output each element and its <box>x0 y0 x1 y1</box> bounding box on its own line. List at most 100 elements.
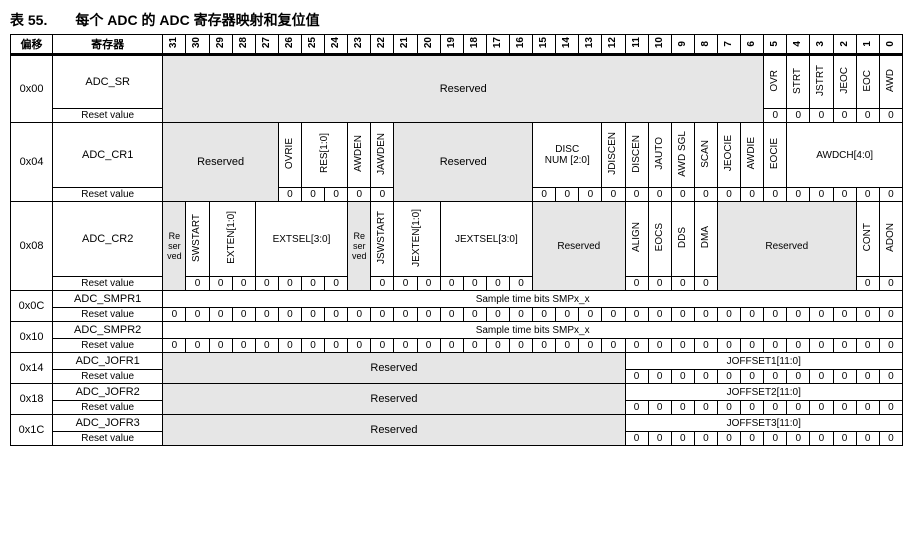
cr1-eocie: EOCIE <box>770 138 780 169</box>
bit-5: 5 <box>770 41 780 47</box>
row-sr: 0x00 ADC_SR Reserved OVR STRT JSTRT JEOC… <box>11 55 903 109</box>
bit-24: 24 <box>331 37 341 48</box>
cr2-rv4: 0 <box>278 277 301 291</box>
jofr2-rv10: 0 <box>856 401 879 415</box>
smpr1-rv6: 0 <box>301 308 324 322</box>
jofr2-rv9: 0 <box>833 401 856 415</box>
smpr2-rv24: 0 <box>717 339 740 353</box>
jofr3-rv10: 0 <box>856 432 879 446</box>
smpr1-rv10: 0 <box>394 308 417 322</box>
offset-sr: 0x00 <box>11 55 53 123</box>
hdr-offset: 偏移 <box>11 35 53 55</box>
row-smpr2-reset: Reset value 0000000000000000000000000000… <box>11 339 903 353</box>
smpr2-label: Sample time bits SMPx_x <box>163 322 903 339</box>
cr1-ovrie: OVRIE <box>285 138 295 169</box>
jofr2-rv1: 0 <box>648 401 671 415</box>
bit-29: 29 <box>216 37 226 48</box>
offset-jofr2: 0x18 <box>11 384 53 415</box>
smpr1-rv25: 0 <box>741 308 764 322</box>
cr2-rv12: 0 <box>486 277 509 291</box>
jofr1-rv10: 0 <box>856 370 879 384</box>
cr1-jauto: JAUTO <box>655 137 665 170</box>
smpr1-reset-label: Reset value <box>53 308 163 322</box>
jofr1-rv0: 0 <box>625 370 648 384</box>
jofr3-rv6: 0 <box>764 432 787 446</box>
cr2-jextsel: JEXTSEL[3:0] <box>440 202 532 277</box>
cr2-res3: Reserved <box>533 202 625 291</box>
cr1-discen: DISCEN <box>632 135 642 173</box>
jofr3-rv3: 0 <box>694 432 717 446</box>
smpr2-rv15: 0 <box>509 339 532 353</box>
jofr2-rv5: 0 <box>741 401 764 415</box>
smpr1-rv19: 0 <box>602 308 625 322</box>
smpr2-rv14: 0 <box>486 339 509 353</box>
smpr2-rv30: 0 <box>856 339 879 353</box>
reg-jofr3: ADC_JOFR3 <box>53 415 163 432</box>
smpr2-rv2: 0 <box>209 339 232 353</box>
row-cr1: 0x04 ADC_CR1 Reserved OVRIE RES[1:0] AWD… <box>11 123 903 188</box>
cr2-rv13: 0 <box>509 277 532 291</box>
cr2-rv10: 0 <box>440 277 463 291</box>
cr1-rv13: 0 <box>717 188 740 202</box>
jofr3-rv4: 0 <box>717 432 740 446</box>
smpr1-rv16: 0 <box>533 308 556 322</box>
cr2-eocs: EOCS <box>655 223 665 251</box>
smpr2-rv0: 0 <box>163 339 186 353</box>
sr-rv2: 0 <box>810 109 833 123</box>
offset-cr2: 0x08 <box>11 202 53 291</box>
bit-3: 3 <box>816 41 826 47</box>
bit-2: 2 <box>840 41 850 47</box>
smpr1-rv5: 0 <box>278 308 301 322</box>
sr-rv3: 0 <box>833 109 856 123</box>
smpr2-rv8: 0 <box>348 339 371 353</box>
smpr2-rv1: 0 <box>186 339 209 353</box>
sr-reset-label: Reset value <box>53 109 163 123</box>
cr2-align: ALIGN <box>632 222 642 252</box>
smpr1-rv26: 0 <box>764 308 787 322</box>
cr1-rv11: 0 <box>671 188 694 202</box>
smpr2-rv31: 0 <box>879 339 902 353</box>
jofr2-rv0: 0 <box>625 401 648 415</box>
smpr2-rv10: 0 <box>394 339 417 353</box>
cr1-awdch: AWDCH[4:0] <box>787 123 903 188</box>
jofr2-label: JOFFSET2[11:0] <box>625 384 902 401</box>
jofr2-rv8: 0 <box>810 401 833 415</box>
bit-14: 14 <box>562 37 572 48</box>
bit-18: 18 <box>470 37 480 48</box>
row-cr2: 0x08 ADC_CR2 Re ser ved SWSTART EXTEN[1:… <box>11 202 903 277</box>
jofr3-rv5: 0 <box>741 432 764 446</box>
cr1-rv7: 0 <box>579 188 602 202</box>
cr2-dds: DDS <box>678 227 688 248</box>
cr2-rv0: 0 <box>186 277 209 291</box>
reg-cr2: ADC_CR2 <box>53 202 163 277</box>
cr2-rv19: 0 <box>879 277 902 291</box>
row-smpr1: 0x0C ADC_SMPR1 Sample time bits SMPx_x <box>11 291 903 308</box>
sr-jstrt: JSTRT <box>816 65 826 96</box>
smpr1-rv4: 0 <box>255 308 278 322</box>
cr2-rv16: 0 <box>671 277 694 291</box>
header-row: 偏移 寄存器 31 30 29 28 27 26 25 24 23 22 21 … <box>11 35 903 55</box>
sr-ovr: OVR <box>770 70 780 92</box>
reg-cr1: ADC_CR1 <box>53 123 163 188</box>
bit-12: 12 <box>608 37 618 48</box>
bit-4: 4 <box>793 41 803 47</box>
cr2-extsel: EXTSEL[3:0] <box>255 202 347 277</box>
cr1-rv6: 0 <box>556 188 579 202</box>
cr2-rv3: 0 <box>255 277 278 291</box>
jofr3-reset-label: Reset value <box>53 432 163 446</box>
row-smpr1-reset: Reset value 0000000000000000000000000000… <box>11 308 903 322</box>
jofr3-rv8: 0 <box>810 432 833 446</box>
jofr3-rv7: 0 <box>787 432 810 446</box>
cr2-res2: Re ser ved <box>348 202 371 291</box>
smpr2-rv21: 0 <box>648 339 671 353</box>
bit-22: 22 <box>377 37 387 48</box>
cr2-cont: CONT <box>863 223 873 251</box>
smpr2-rv28: 0 <box>810 339 833 353</box>
jofr2-rv4: 0 <box>717 401 740 415</box>
jofr1-label: JOFFSET1[11:0] <box>625 353 902 370</box>
jofr1-rv9: 0 <box>833 370 856 384</box>
jofr3-res: Reserved <box>163 415 625 446</box>
smpr2-rv25: 0 <box>741 339 764 353</box>
jofr2-rv6: 0 <box>764 401 787 415</box>
bit-23: 23 <box>354 37 364 48</box>
